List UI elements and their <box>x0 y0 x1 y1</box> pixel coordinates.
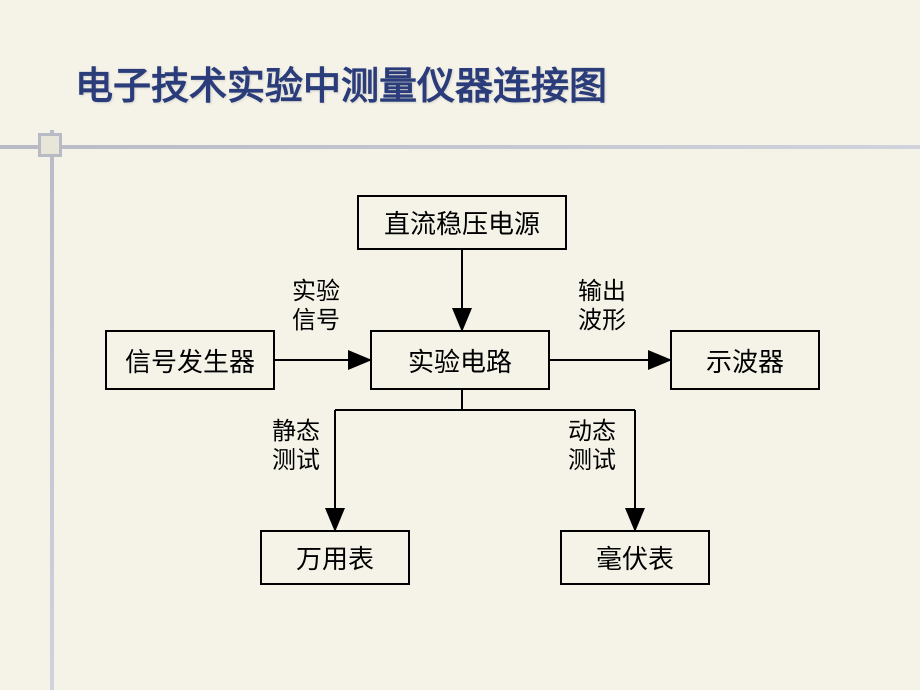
node-millivoltmeter: 毫伏表 <box>560 530 710 585</box>
edge-label: 静态测试 <box>272 418 320 476</box>
node-multimeter: 万用表 <box>260 530 410 585</box>
node-signal-generator: 信号发生器 <box>105 330 275 390</box>
node-oscilloscope: 示波器 <box>670 330 820 390</box>
node-power: 直流稳压电源 <box>357 195 567 250</box>
edge-label: 动态测试 <box>568 418 616 476</box>
flowchart: 直流稳压电源 信号发生器 实验电路 示波器 万用表 毫伏表 实验信号 输出波形静态… <box>0 0 920 690</box>
edge-label: 输出波形 <box>578 278 626 336</box>
node-circuit: 实验电路 <box>370 330 550 390</box>
edge-label: 实验信号 <box>292 278 340 336</box>
